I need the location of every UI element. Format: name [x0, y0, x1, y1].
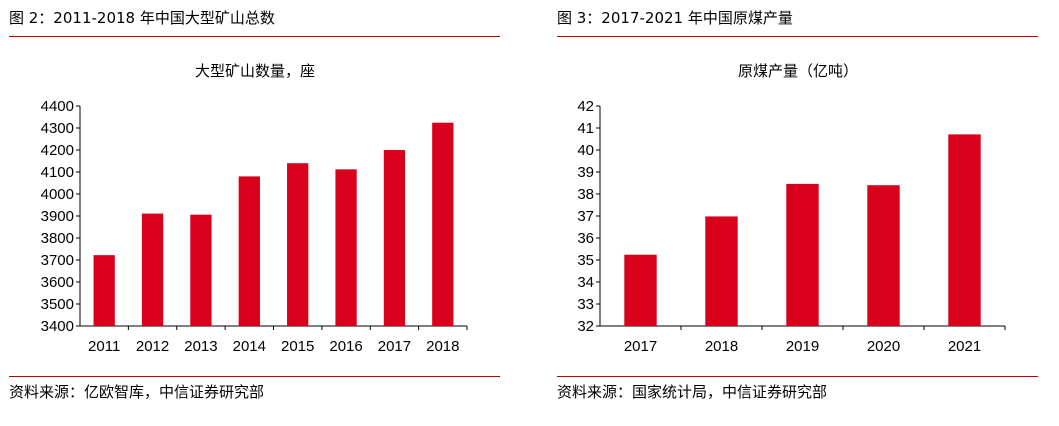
figure-panel-coal: 图 3：2017-2021 年中国原煤产量 原煤产量（亿吨） 32 33 34 35 3…	[548, 0, 1048, 426]
bar	[383, 150, 406, 326]
y-tick-label: 3600	[41, 274, 74, 291]
bar	[432, 122, 454, 326]
bottom-rule	[557, 376, 1038, 377]
y-tick-label: 32	[577, 318, 594, 335]
x-tick-label: 2021	[948, 338, 981, 355]
y-tick-label: 4200	[41, 142, 74, 159]
x-tick-label: 2011	[88, 338, 120, 355]
x-tick-label: 2014	[233, 338, 266, 355]
chart-title: 原煤产量（亿吨）	[737, 62, 858, 80]
bar	[238, 176, 260, 326]
x-tick-label: 2017	[624, 338, 657, 355]
source-note: 资料来源：国家统计局，中信证券研究部	[557, 383, 828, 401]
y-tick-label: 41	[577, 120, 594, 137]
y-tick-label: 42	[577, 98, 594, 115]
y-tick-label: 3900	[41, 208, 74, 225]
y-tick-label: 39	[577, 164, 594, 181]
y-tick-label: 33	[577, 296, 594, 313]
bar	[948, 134, 981, 326]
chart-title: 大型矿山数量，座	[194, 62, 315, 80]
bar	[867, 185, 900, 326]
y-tick-label: 3700	[41, 252, 74, 269]
top-rule	[557, 36, 1038, 37]
bar	[786, 183, 819, 326]
bottom-rule	[9, 376, 500, 377]
bar	[190, 214, 212, 326]
y-tick-label: 38	[577, 186, 594, 203]
source-note: 资料来源：亿欧智库，中信证券研究部	[9, 383, 265, 401]
figure-title: 图 2：2011-2018 年中国大型矿山总数	[9, 9, 275, 27]
bar	[335, 169, 357, 326]
y-tick-label: 34	[577, 274, 594, 291]
bar-chart-mines: 3400 3500 3600 3700 3800 3900 4000 4100 4200 4300…	[41, 98, 468, 355]
y-tick-label: 3400	[41, 318, 74, 335]
bar	[141, 213, 164, 326]
top-rule	[9, 36, 500, 37]
y-tick-label: 4300	[41, 120, 74, 137]
y-tick-label: 4400	[41, 98, 74, 115]
x-tick-label: 2012	[136, 338, 169, 355]
y-tick-label: 3800	[41, 230, 74, 247]
y-tick-label: 4100	[41, 164, 74, 181]
figure-title: 图 3：2017-2021 年中国原煤产量	[557, 9, 793, 27]
y-tick-label: 40	[577, 142, 594, 159]
x-tick-label: 2019	[786, 338, 819, 355]
y-tick-label: 3500	[41, 296, 74, 313]
x-tick-label: 2018	[705, 338, 738, 355]
bar-chart-coal: 32 33 34 35 36 37 38 39 40 41 42 2017 2018 2019 2020 20…	[577, 98, 1006, 355]
bar	[705, 216, 738, 326]
x-tick-label: 2015	[281, 338, 314, 355]
figure-panel-mines: 图 2：2011-2018 年中国大型矿山总数 大型矿山数量，座 3400 350…	[0, 0, 500, 426]
x-tick-label: 2017	[378, 338, 411, 355]
x-tick-label: 2018	[426, 338, 459, 355]
y-tick-label: 37	[577, 208, 594, 225]
bar	[287, 163, 309, 326]
bar	[93, 255, 115, 326]
x-tick-label: 2016	[329, 338, 362, 355]
bar	[624, 254, 657, 326]
x-tick-label: 2020	[867, 338, 900, 355]
y-tick-label: 4000	[41, 186, 74, 203]
y-tick-label: 36	[577, 230, 594, 247]
y-tick-label: 35	[577, 252, 594, 269]
x-tick-label: 2013	[184, 338, 217, 355]
